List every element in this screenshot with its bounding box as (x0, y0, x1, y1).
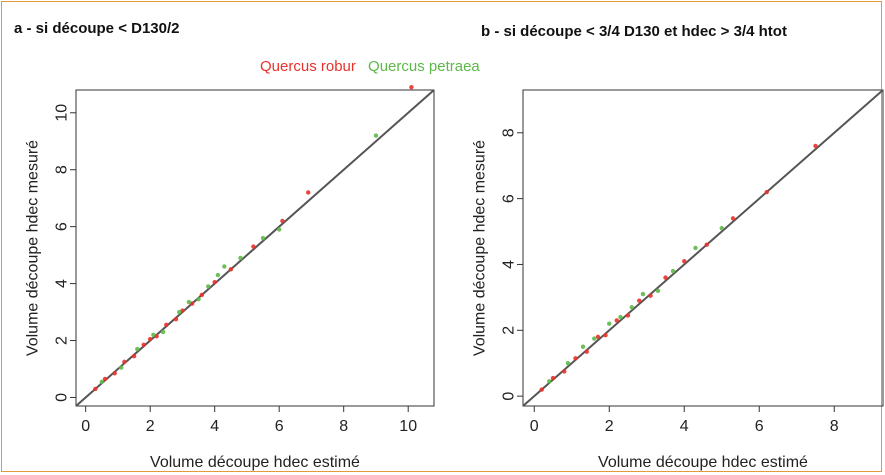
plot-a-point-robur (409, 84, 414, 90)
plot-a-point-petraea (215, 272, 221, 278)
plot-b-point-petraea (655, 288, 661, 293)
plot-a-point-petraea (206, 284, 211, 289)
plot-b-point-petraea (547, 379, 552, 384)
plot-b-point-petraea (565, 361, 571, 366)
plot-b-ytick-label: 6 (501, 194, 518, 203)
plot-b-point-robur (603, 333, 608, 338)
plot-a-point-petraea (135, 346, 140, 352)
plot-a-point-robur (212, 279, 217, 285)
plot-a-point-petraea (276, 227, 282, 232)
plot-a-point-robur (141, 342, 146, 347)
plot-b-xlabel: Volume découpe hdec estimé (598, 454, 808, 471)
plot-b-ytick-label: 4 (501, 260, 518, 269)
plot-b-ylabel: Volume découpe hdec mesuré (472, 140, 489, 356)
plot-a-point-petraea (238, 255, 243, 261)
plot-b-point-robur (704, 242, 709, 247)
plot-a-ytick-label: 0 (54, 393, 71, 402)
plot-a-point-robur (122, 359, 127, 365)
plot-b-point-petraea (629, 305, 634, 310)
plot-b-box (522, 89, 884, 407)
legend-robur: Quercus robur (260, 58, 356, 75)
plot-b-ytick-label: 0 (501, 392, 518, 401)
plot-b-xtick-label: 8 (830, 418, 839, 435)
plot-a-xtick-label: 4 (210, 418, 219, 435)
plot-b-point-robur (573, 356, 578, 361)
plot-a-point-robur (102, 376, 108, 382)
plot-a-point-robur (93, 386, 98, 392)
plot-a-point-robur (280, 218, 285, 224)
plot-b-xtick-label: 0 (530, 418, 539, 435)
plot-a-point-petraea (260, 235, 266, 241)
plot-a-ytick-label: 10 (54, 104, 71, 122)
plot-b-point-robur (730, 216, 736, 221)
plot-b-point-robur (625, 313, 631, 318)
legend: Quercus robur Quercus petraea (260, 58, 488, 75)
plot-b-point-petraea (670, 268, 676, 274)
plot-a-point-petraea (186, 299, 192, 305)
plot-b-point-robur (813, 143, 818, 149)
plot-b-point-robur (637, 298, 642, 303)
plot-b-point-petraea (640, 291, 646, 297)
plot-b-xtick-label: 2 (605, 418, 614, 435)
plot-a-ylabel: Volume découpe hdec mesuré (25, 140, 42, 356)
plot-a-point-robur (131, 353, 137, 359)
plot-a-point-petraea (373, 133, 379, 138)
plot-b-point-petraea (580, 344, 586, 349)
plot-a-point-robur (173, 316, 179, 322)
plot-a-ytick-label: 8 (54, 165, 71, 174)
plot-b-point-robur (764, 189, 769, 195)
plot-b-point-robur (682, 258, 687, 264)
plot-a-box (75, 89, 435, 407)
plot-a-point-robur (306, 190, 311, 195)
plot-b-point-petraea (592, 336, 597, 341)
plot-a-xlabel: Volume découpe hdec estimé (150, 454, 360, 471)
plot-a-ytick-label: 4 (54, 279, 71, 288)
plot-b-point-robur (648, 293, 653, 298)
plot-b-point-petraea (618, 314, 623, 320)
plot-b-point-robur (614, 318, 619, 323)
plot-a-point-petraea (99, 379, 105, 385)
plot-a-point-petraea (177, 309, 182, 315)
plot-a-point-petraea (196, 297, 201, 302)
plot-a-xtick-label: 10 (399, 418, 417, 435)
plot-b-xtick-label: 4 (680, 418, 689, 435)
plot-a-point-robur (164, 322, 169, 328)
plot-b-point-robur (595, 334, 601, 340)
plot-a-xtick-label: 6 (275, 418, 284, 435)
plot-b-point-robur (539, 387, 544, 392)
plot-b-xtick-label: 6 (755, 418, 764, 435)
plot-a-xtick-label: 0 (81, 418, 90, 435)
plot-a-xtick-label: 2 (146, 418, 155, 435)
plot-b-point-robur (584, 349, 589, 354)
panel-b-title: b - si découpe < 3/4 D130 et hdec > 3/4 … (481, 23, 787, 40)
plot-b-identity-line (522, 89, 884, 407)
plot-b-point-robur (550, 375, 556, 381)
plot-a-point-petraea (118, 365, 124, 370)
plot-a-ytick-label: 2 (54, 336, 71, 345)
plot-a-point-petraea (151, 332, 156, 338)
plot-b-point-robur (562, 369, 567, 374)
plot-a-point-robur (228, 267, 234, 272)
plot-a-point-robur (112, 371, 117, 376)
legend-petraea: Quercus petraea (368, 58, 480, 75)
plot-a-point-robur (199, 292, 204, 298)
plot-a-ytick-label: 6 (54, 222, 71, 231)
plot-b-point-petraea (607, 321, 612, 326)
plot-a-xtick-label: 8 (339, 418, 348, 435)
plot-b-point-robur (663, 275, 668, 280)
plot-b-point-petraea (719, 226, 724, 231)
plot-a-point-petraea (160, 329, 166, 335)
plot-a-point-petraea (222, 264, 227, 269)
plot-b-point-petraea (693, 245, 698, 251)
plot-b-ytick-label: 8 (501, 128, 518, 137)
plot-a-point-robur (251, 244, 256, 249)
panel-a-title: a - si découpe < D130/2 (14, 20, 180, 37)
plot-b-ytick-label: 2 (501, 326, 518, 335)
plot-a-point-robur (147, 336, 153, 342)
